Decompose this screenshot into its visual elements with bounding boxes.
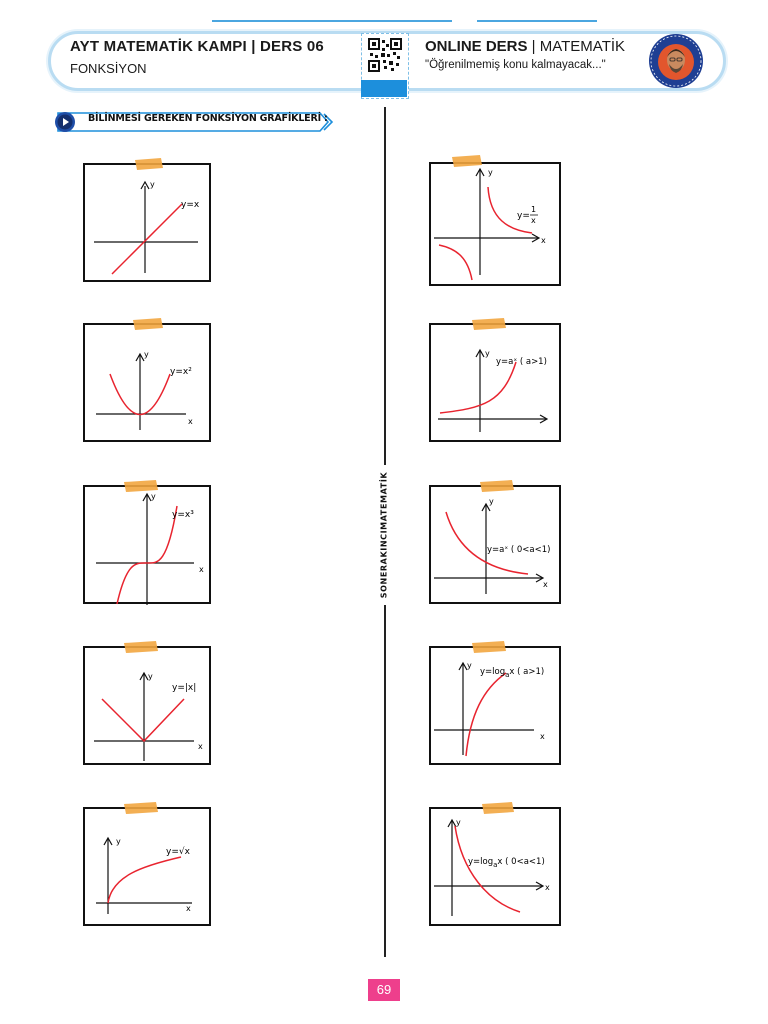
- arrow-up-icon: [481, 502, 491, 512]
- curve-positive-branch: [487, 186, 533, 234]
- tape-icon: [135, 158, 163, 170]
- tape-icon: [482, 802, 514, 814]
- arrow-right-icon: [531, 233, 541, 243]
- function-label: y=logax ( a>1): [480, 667, 544, 679]
- column-divider-bottom: [384, 605, 386, 957]
- teacher-avatar: [648, 33, 704, 89]
- y-axis-label: y: [467, 661, 472, 670]
- graph-sqrt: y x y=√x: [82, 802, 214, 926]
- x-axis-label: x: [186, 904, 191, 913]
- arrow-up-icon: [447, 818, 457, 828]
- function-label: y=|x|: [172, 683, 196, 693]
- arrow-up-icon: [140, 180, 150, 190]
- y-axis-label: y: [489, 497, 494, 506]
- x-axis-label: x: [199, 565, 204, 574]
- arrow-up-icon: [142, 492, 152, 502]
- course-title: AYT MATEMATİK KAMPI | DERS 06: [70, 38, 324, 55]
- x-axis-label: x: [540, 732, 545, 741]
- curve: [116, 505, 178, 605]
- graph-log-decay: x y y=logax ( 0<a<1): [428, 802, 561, 926]
- function-label: y=aˣ ( 0<a<1): [487, 545, 550, 555]
- function-label-prefix: y=: [517, 211, 530, 221]
- tape-icon: [124, 480, 158, 492]
- arrow-up-icon: [475, 167, 485, 177]
- qr-label-bar: [361, 80, 407, 97]
- graph-reciprocal: x y y= 1 x: [428, 155, 561, 286]
- arrow-right-icon: [535, 881, 545, 891]
- y-axis-label: y: [456, 818, 461, 827]
- arrow-up-icon: [103, 836, 113, 846]
- curve: [111, 203, 183, 275]
- topic-subtitle: FONKSİYON: [70, 61, 147, 76]
- graph-identity: y y=x: [82, 158, 214, 282]
- arrow-up-icon: [475, 348, 485, 358]
- y-axis-label: y: [144, 350, 149, 359]
- function-label: y=√x: [166, 846, 191, 857]
- arrow-up-icon: [135, 352, 145, 362]
- function-label: y=x³: [172, 510, 194, 520]
- top-rule-left: [212, 20, 452, 22]
- top-rule-right: [477, 20, 597, 22]
- y-axis-label: y: [151, 492, 156, 501]
- vertical-brand-text: SONERAKINCIMATEMATİK: [379, 471, 389, 599]
- function-label: y=x²: [170, 367, 192, 377]
- tape-icon: [133, 318, 163, 330]
- column-divider-top: [384, 107, 386, 465]
- tape-icon: [452, 155, 482, 167]
- fraction-denominator: x: [531, 216, 536, 225]
- tape-icon: [124, 641, 158, 653]
- y-axis-label: y: [150, 180, 155, 189]
- y-axis-label: y: [488, 168, 493, 177]
- curve: [445, 511, 529, 575]
- graph-square: y x y=x²: [82, 318, 214, 442]
- curve: [439, 361, 517, 414]
- y-axis-label: y: [148, 672, 153, 681]
- function-label: y=logax ( 0<a<1): [468, 857, 545, 869]
- x-axis-label: x: [188, 417, 193, 426]
- section-heading: [48, 110, 334, 132]
- x-axis-label: x: [198, 742, 203, 751]
- page-number: 69: [368, 979, 400, 1001]
- curve: [107, 856, 182, 904]
- arrow-right-icon: [539, 414, 549, 424]
- graph-exp-decay: x y y=aˣ ( 0<a<1): [428, 480, 561, 604]
- tape-icon: [480, 480, 514, 492]
- fraction-numerator: 1: [531, 205, 536, 214]
- tape-icon: [472, 641, 506, 653]
- y-axis-label: y: [485, 349, 490, 358]
- graph-absolute: y x y=|x|: [82, 641, 214, 765]
- curve: [465, 672, 507, 757]
- online-lesson-title: ONLINE DERS | MATEMATİK: [425, 38, 626, 55]
- arrow-up-icon: [458, 661, 468, 671]
- tape-icon: [472, 318, 506, 330]
- x-axis-label: x: [541, 236, 546, 245]
- curve: [101, 698, 185, 743]
- section-heading-text: BİLİNMESİ GEREKEN FONKSİYON GRAFİKLERİ :: [88, 113, 328, 124]
- x-axis-label: x: [543, 580, 548, 589]
- x-axis-label: x: [545, 883, 550, 892]
- arrow-right-icon: [535, 573, 545, 583]
- tape-icon: [124, 802, 158, 814]
- curve-negative-branch: [438, 244, 473, 281]
- slogan-quote: "Öğrenilmemiş konu kalmayacak...": [425, 59, 606, 71]
- curve: [109, 373, 171, 416]
- graph-log-growth: x y y=logax ( a>1): [428, 641, 561, 765]
- function-label: y=aˣ ( a>1): [496, 357, 547, 367]
- function-label: y=x: [181, 200, 200, 210]
- graph-cube: y x y=x³: [82, 480, 214, 605]
- arrow-up-icon: [139, 671, 149, 681]
- y-axis-label: y: [116, 837, 121, 846]
- curve: [454, 825, 521, 913]
- graph-exp-growth: y y=aˣ ( a>1): [428, 318, 561, 442]
